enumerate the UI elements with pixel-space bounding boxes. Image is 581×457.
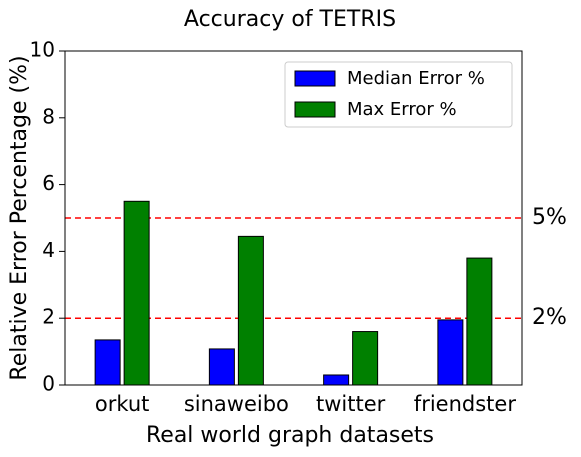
y-tick-label: 4 (42, 238, 55, 262)
x-tick-label: friendster (414, 392, 517, 416)
y-tick-label: 2 (42, 305, 55, 329)
bar (437, 319, 464, 386)
bar (323, 374, 350, 386)
x-tick-label: sinaweibo (184, 392, 289, 416)
reference-label: 2% (532, 305, 567, 330)
y-tick-label: 10 (30, 38, 55, 62)
y-axis-label: Relative Error Percentage (%) (7, 55, 32, 380)
legend-swatch (294, 101, 336, 118)
legend-swatch (294, 70, 336, 87)
y-tick-label: 6 (42, 171, 55, 195)
bar (94, 339, 121, 386)
bar (466, 257, 493, 386)
legend-label: Max Error % (347, 99, 457, 120)
reference-label: 5% (532, 205, 567, 230)
bar (237, 235, 264, 386)
x-tick-label: orkut (95, 392, 150, 416)
x-axis-label: Real world graph datasets (146, 423, 434, 448)
chart-title: Accuracy of TETRIS (184, 7, 396, 32)
legend-label: Median Error % (347, 68, 485, 89)
plot-frame (64, 50, 523, 386)
y-tick-label: 8 (42, 104, 55, 128)
bar (352, 331, 379, 386)
bar (123, 200, 150, 386)
x-tick-label: twitter (316, 392, 386, 416)
legend-box (284, 61, 513, 128)
bar (208, 348, 235, 386)
y-tick-label: 0 (42, 372, 55, 396)
